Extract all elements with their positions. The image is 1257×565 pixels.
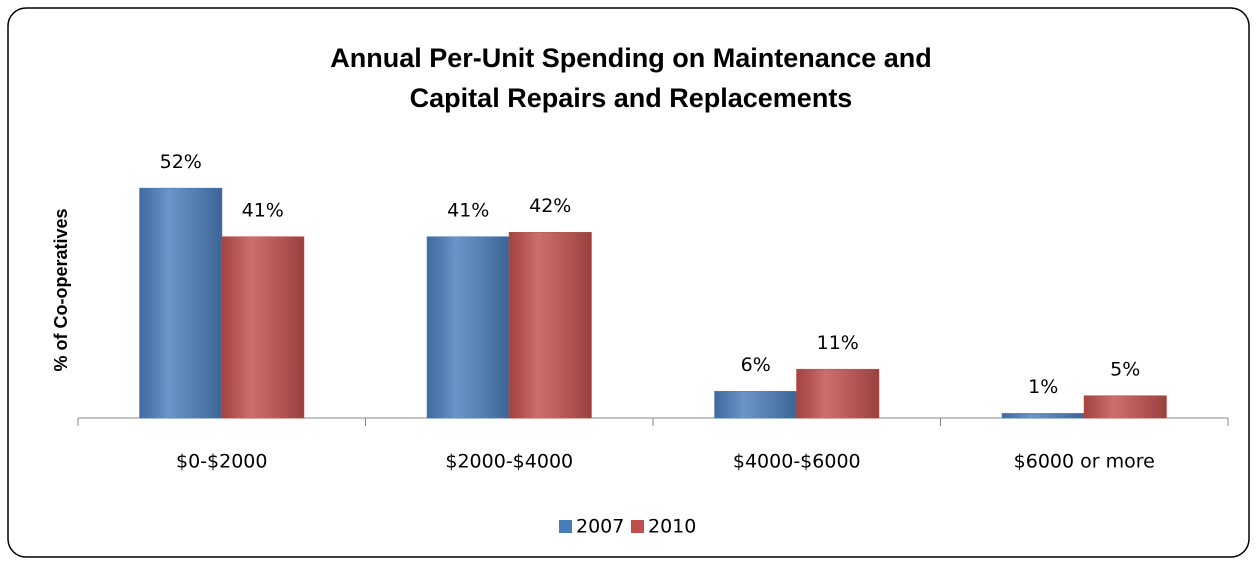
value-label: 6% xyxy=(741,354,771,376)
bar-shine xyxy=(1002,413,1085,418)
bar-shine xyxy=(509,232,592,418)
value-label: 41% xyxy=(447,199,489,221)
x-tick-label: $4000-$6000 xyxy=(733,451,861,473)
x-tick-label: $6000 or more xyxy=(1014,451,1155,473)
legend-swatch xyxy=(559,520,572,533)
bar-shine xyxy=(139,188,222,418)
bar-shine xyxy=(796,369,879,418)
bar-shine xyxy=(1084,395,1167,418)
chart-title: Annual Per-Unit Spending on Maintenance … xyxy=(330,43,932,73)
bar-shine xyxy=(221,236,304,418)
bar-shine xyxy=(427,236,510,418)
value-label: 1% xyxy=(1028,376,1058,398)
y-axis-label: % of Co-operatives xyxy=(51,208,71,371)
value-label: 41% xyxy=(242,199,284,221)
chart-border xyxy=(7,7,1250,558)
value-label: 11% xyxy=(817,332,859,354)
x-tick-label: $0-$2000 xyxy=(176,451,267,473)
chart-title: Capital Repairs and Replacements xyxy=(410,83,853,113)
legend-label: 2010 xyxy=(648,516,696,538)
legend-swatch xyxy=(631,520,644,533)
bar-shine xyxy=(714,391,797,418)
value-label: 42% xyxy=(529,195,571,217)
value-label: 5% xyxy=(1110,358,1140,380)
legend-label: 2007 xyxy=(576,516,624,538)
x-tick-label: $2000-$4000 xyxy=(445,451,573,473)
value-label: 52% xyxy=(160,151,202,173)
